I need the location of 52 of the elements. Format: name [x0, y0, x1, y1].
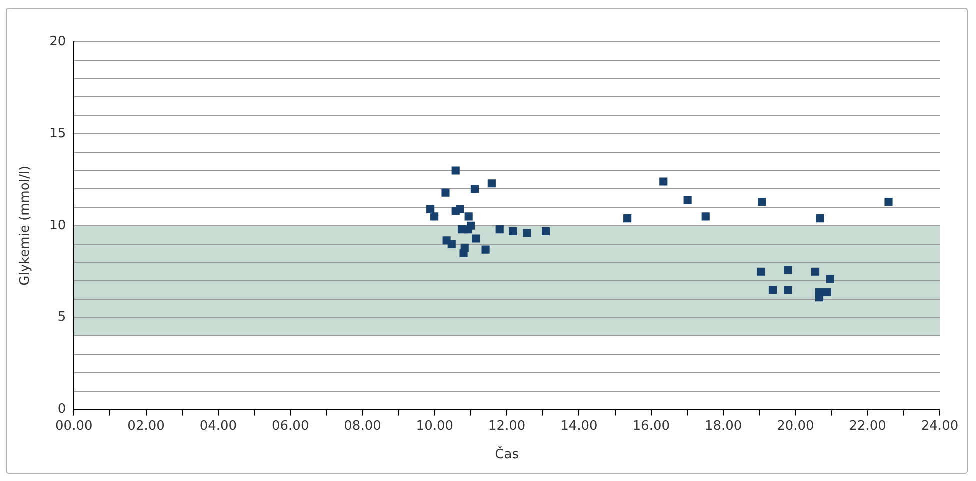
point: [758, 198, 766, 206]
x-tick-label: 16.00: [632, 418, 670, 434]
x-axis-title: Čas: [495, 446, 520, 463]
y-tick-label: 10: [50, 218, 66, 234]
x-tick-label: 00.00: [56, 418, 93, 434]
point: [816, 214, 824, 223]
point: [464, 212, 473, 221]
point: [472, 234, 480, 243]
point: [684, 196, 692, 204]
point: [509, 227, 518, 236]
point: [430, 212, 439, 221]
point: [768, 286, 777, 294]
x-tick-label: 18.00: [704, 418, 742, 434]
x-tick-label: 04.00: [200, 418, 238, 434]
point: [884, 198, 893, 206]
x-tick-label: 22.00: [849, 418, 886, 434]
point: [826, 275, 834, 284]
x-tick-label: 10.00: [416, 418, 454, 434]
point: [624, 214, 632, 223]
point: [452, 207, 460, 216]
y-tick-label: 15: [50, 126, 66, 142]
x-tick-label: 20.00: [777, 418, 814, 434]
point: [496, 226, 504, 234]
point: [812, 268, 820, 276]
point: [660, 178, 668, 186]
y-tick-label: 5: [58, 310, 66, 326]
point: [482, 246, 490, 254]
x-tick-label: 06.00: [272, 418, 310, 434]
point: [426, 205, 435, 214]
x-tick-label: 14.00: [560, 418, 598, 434]
point: [815, 294, 824, 302]
y-tick-label: 0: [58, 402, 66, 418]
y-tick-label: 20: [50, 34, 66, 50]
point: [542, 227, 550, 236]
y-axis-title: Glykemie (mmol/l): [18, 166, 34, 286]
point: [452, 166, 460, 175]
x-tick-label: 24.00: [921, 418, 959, 434]
point: [523, 229, 532, 238]
x-tick-label: 12.00: [488, 418, 526, 434]
point: [702, 212, 710, 221]
point: [470, 185, 479, 194]
x-tick-label: 02.00: [128, 418, 165, 434]
point: [442, 188, 450, 197]
point: [757, 268, 766, 276]
point: [464, 226, 472, 234]
point: [784, 266, 792, 274]
point: [784, 286, 792, 294]
point: [488, 180, 496, 188]
point: [448, 240, 456, 248]
point: [823, 288, 832, 296]
x-tick-label: 08.00: [344, 418, 382, 434]
point: [460, 249, 468, 258]
